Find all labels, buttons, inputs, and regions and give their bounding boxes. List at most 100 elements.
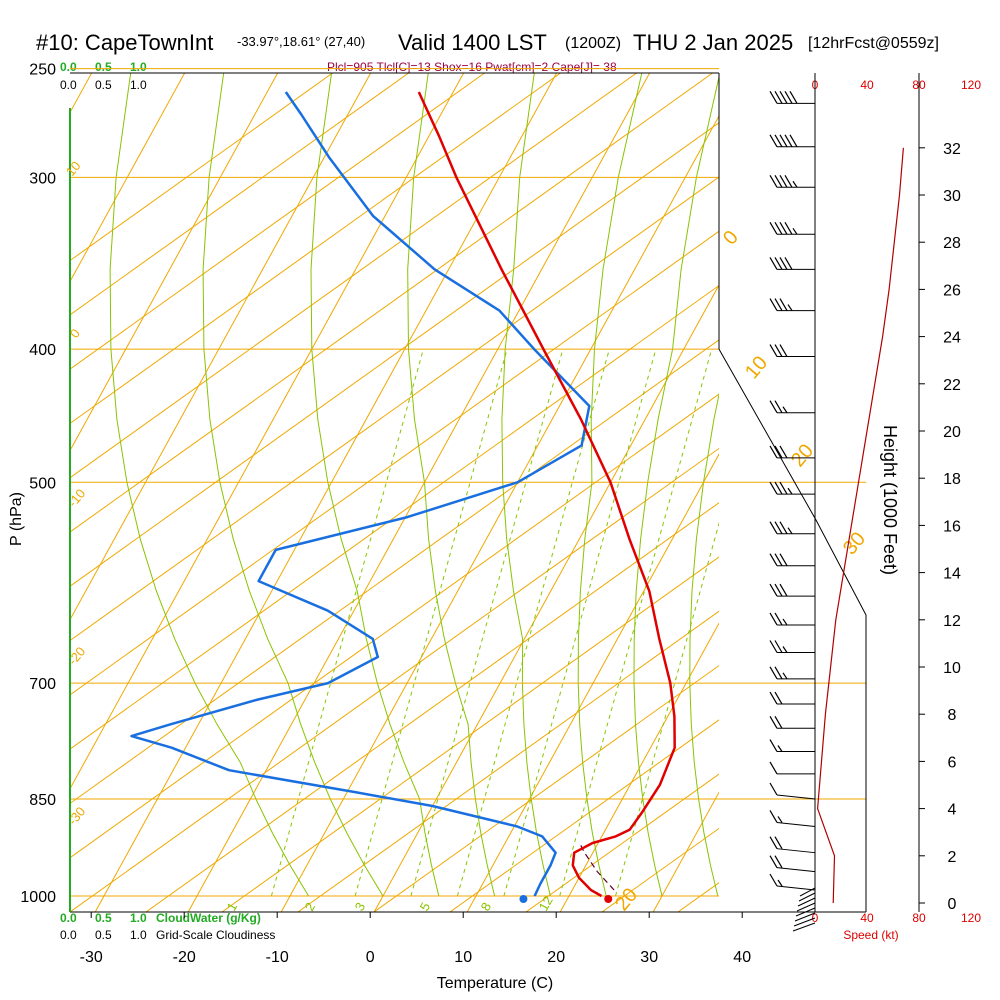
zulu-time: (1200Z) <box>565 35 621 52</box>
wind-barb <box>769 445 815 459</box>
wind-barb-flag <box>774 344 783 357</box>
dry-adiabat-line <box>601 827 719 912</box>
wind-barb-flag <box>774 257 783 270</box>
speed-scale-bottom: 0 40 80 120 Speed (kt) <box>812 911 982 942</box>
wind-barb-surface <box>793 917 816 927</box>
height-tick-label: 18 <box>943 471 961 488</box>
wind-barb <box>769 174 815 188</box>
height-tick-label: 14 <box>943 566 961 583</box>
temperature-tick-label: 0 <box>366 949 375 966</box>
height-tick-label: 10 <box>943 660 961 677</box>
wind-barb <box>769 640 815 654</box>
dry-adiabat-line <box>70 447 719 912</box>
wind-barb-flag <box>769 400 778 414</box>
wind-barb-flag <box>774 445 783 459</box>
mixing-ratio-line <box>354 348 508 897</box>
cloudiness-tick: 1.0 <box>130 78 147 92</box>
wind-barb <box>769 400 815 414</box>
wind-barb-half-flag <box>782 406 788 414</box>
wind-barb-flag <box>779 298 788 311</box>
isotherm-line <box>559 622 719 912</box>
wind-barb-half-flag <box>792 180 798 188</box>
pressure-tick-label: 500 <box>29 475 56 492</box>
speed-tick: 120 <box>961 911 981 925</box>
wind-barb-flag <box>769 344 778 357</box>
cloudwater-label: CloudWater (g/Kg) <box>156 911 261 925</box>
wind-barb-flag <box>774 553 783 567</box>
wind-barb-flag <box>779 257 788 270</box>
wind-barb-flag <box>769 521 778 535</box>
wind-barb-flag <box>769 739 778 752</box>
wind-barb-flag <box>769 583 778 597</box>
wind-barb-flag <box>769 553 778 567</box>
moist-adiabat-line <box>109 73 310 897</box>
cloudwater-tick: 1.0 <box>130 911 147 925</box>
wind-barb-staff <box>776 848 816 854</box>
cloudwater-tick: 1.0 <box>130 60 147 74</box>
dry-adiabat-line <box>830 73 1000 912</box>
mixing-ratio-line <box>615 521 719 897</box>
temperature-tick-label: 10 <box>454 949 472 966</box>
wind-barb-flag <box>774 91 783 104</box>
mixing-ratio-label: 8 <box>478 900 495 914</box>
isotherm-line <box>70 73 372 621</box>
dry-adiabat-line <box>70 73 485 370</box>
temperature-tick-label: 40 <box>733 949 751 966</box>
plot-area <box>70 73 1000 912</box>
pressure-tick-label: 850 <box>29 792 56 809</box>
pressure-tick-label: 1000 <box>20 889 56 906</box>
cloudwater-tick: 0.5 <box>95 60 112 74</box>
temperature-tick-label: -20 <box>173 949 196 966</box>
mixing-ratio-line <box>410 348 564 897</box>
temperature-profile-line <box>417 91 676 898</box>
wind-barb-half-flag <box>777 879 783 887</box>
cloudiness-tick: 0.0 <box>60 928 77 942</box>
wind-barb-flag <box>774 221 783 235</box>
wind-barb-flag <box>774 174 783 188</box>
height-tick-label: 2 <box>948 849 957 866</box>
wind-barb <box>769 761 815 775</box>
isotherm-label: -20 <box>65 644 89 668</box>
wind-barb <box>769 715 815 729</box>
isotherm-line <box>94 73 558 912</box>
moist-adiabat-line <box>202 73 384 897</box>
speed-axis-label: Speed (kt) <box>843 928 898 942</box>
wind-barb-flag <box>779 174 788 188</box>
wind-barb <box>769 553 815 567</box>
wind-barb-flag <box>774 855 783 868</box>
wind-barb-flag <box>769 221 778 235</box>
cloudiness-tick: 0.0 <box>60 78 77 92</box>
cloudwater-tick: 0.0 <box>60 60 77 74</box>
wind-barb-flag <box>774 521 783 535</box>
moist-adiabat-line <box>310 73 440 897</box>
wind-barb-flag <box>784 91 793 104</box>
isotherm-line <box>746 73 1000 912</box>
wind-barb-half-flag <box>782 646 788 653</box>
dry-adiabat-line <box>525 773 719 912</box>
wind-barb-surface <box>796 902 816 912</box>
wind-barb-flag <box>769 91 778 104</box>
wind-barb-staff <box>776 885 816 891</box>
isotherm-line <box>70 73 186 283</box>
mixing-ratio-label: 12 <box>536 893 556 913</box>
wind-barb-flag <box>779 553 788 567</box>
wind-barb-flag <box>784 221 793 235</box>
wind-barb-flag <box>779 134 788 148</box>
wind-barb-surface <box>794 912 816 922</box>
speed-tick: 80 <box>912 911 926 925</box>
wind-barb-flag <box>769 691 778 705</box>
wind-barb-surface <box>798 892 816 902</box>
isotherm-label: 10 <box>63 158 84 179</box>
wind-barb-half-flag <box>777 745 783 752</box>
mixing-ratio-line <box>456 348 610 897</box>
wind-barb-flag <box>774 583 783 597</box>
wind-barb-flag <box>769 640 778 653</box>
cloudwater-tick: 0.5 <box>95 911 112 925</box>
wind-barb-flag <box>784 257 793 270</box>
wind-barb <box>769 134 815 148</box>
wind-barb-surface <box>797 897 816 907</box>
pressure-tick-label: 700 <box>29 676 56 693</box>
isotherm-label: 20 <box>787 440 818 471</box>
cloudiness-tick: 0.5 <box>95 78 112 92</box>
wind-barb-surface <box>792 922 816 932</box>
